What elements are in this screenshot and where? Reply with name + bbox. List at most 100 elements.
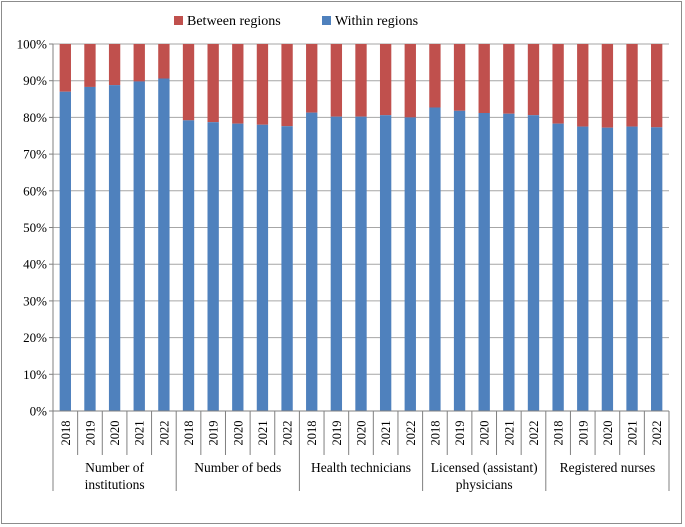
bar-between-regions (207, 44, 219, 123)
x-tick-label-year: 2022 (404, 421, 418, 446)
bar-between-regions (330, 44, 343, 117)
bar-between-regions (626, 44, 638, 127)
legend: Between regions Within regions (174, 14, 418, 29)
bar-between-regions (478, 44, 490, 113)
bar-within-regions (453, 110, 466, 411)
x-tick-label-year: 2021 (502, 421, 516, 446)
bar-within-regions (108, 85, 121, 411)
bar-between-regions (133, 44, 145, 82)
bar-within-regions (59, 91, 71, 412)
bar-between-regions (601, 44, 614, 128)
x-tick-label-year: 2021 (626, 421, 640, 446)
x-group-label: Number of beds (194, 460, 281, 475)
y-tick-label: 50% (23, 220, 47, 235)
bars (59, 44, 663, 412)
bar-within-regions (429, 107, 441, 411)
x-tick-label-year: 2022 (650, 421, 664, 446)
y-tick-label: 60% (23, 183, 47, 198)
bar-within-regions (601, 127, 614, 412)
bar-within-regions (232, 123, 244, 411)
bar-within-regions (404, 117, 416, 412)
legend-swatch-within (322, 16, 331, 25)
y-tick-label: 0% (30, 404, 48, 419)
x-tick-label-year: 2019 (576, 421, 590, 446)
bar-between-regions (232, 44, 244, 124)
bar-within-regions (355, 116, 367, 411)
legend-label-within: Within regions (335, 14, 418, 29)
x-tick-label-year: 2022 (281, 421, 295, 446)
y-tick-label: 40% (23, 257, 47, 272)
x-group-label: Number of (85, 460, 144, 475)
bar-within-regions (133, 81, 145, 412)
x-tick-label-year: 2019 (83, 421, 97, 446)
bar-between-regions (527, 44, 540, 116)
y-axis-ticks: 0% 10% 20% 30% 40% 50% 60% 70% 80% 90% 100% (17, 37, 54, 419)
bar-within-regions (281, 126, 293, 411)
bar-between-regions (651, 44, 663, 128)
legend-label-between: Between regions (187, 14, 281, 29)
legend-swatch-between (174, 16, 183, 25)
bar-within-regions (478, 112, 490, 411)
x-tick-label-year: 2020 (355, 421, 369, 446)
bar-within-regions (379, 115, 392, 411)
x-tick-label-year: 2021 (256, 421, 270, 446)
x-group-label: physicians (456, 477, 513, 492)
x-tick-label-year: 2022 (157, 421, 171, 446)
bar-within-regions (182, 120, 195, 411)
x-tick-label-year: 2019 (453, 421, 467, 446)
x-tick-label-year: 2018 (428, 421, 442, 446)
bar-within-regions (651, 127, 663, 412)
bar-between-regions (158, 44, 170, 79)
bar-between-regions (182, 44, 195, 121)
x-axis: 2018 2019 2020 2021 2022 Number of institution… (52, 410, 670, 492)
bar-between-regions (306, 44, 318, 113)
bar-within-regions (577, 126, 589, 411)
x-tick-label-year: 2020 (478, 421, 492, 446)
x-tick-label-year: 2021 (379, 421, 393, 446)
x-tick-label-year: 2022 (527, 421, 541, 446)
x-tick-label-year: 2020 (601, 421, 615, 446)
y-tick-label: 80% (23, 110, 47, 125)
bar-within-regions (330, 116, 343, 411)
x-group-label: Registered nurses (560, 460, 656, 475)
bar-between-regions (429, 44, 441, 108)
y-tick-label: 70% (23, 147, 47, 162)
bar-between-regions (552, 44, 564, 124)
y-tick-label: 90% (23, 73, 47, 88)
x-tick-label-year: 2019 (330, 421, 344, 446)
bar-within-regions (552, 123, 564, 411)
bar-within-regions (84, 86, 96, 412)
bar-between-regions (503, 44, 515, 114)
x-tick-label-year: 2018 (305, 421, 319, 446)
bar-within-regions (256, 124, 269, 412)
x-tick-label-year: 2018 (59, 421, 73, 446)
bar-between-regions (577, 44, 589, 127)
x-tick-label-year: 2020 (231, 421, 245, 446)
y-tick-label: 20% (23, 330, 47, 345)
bar-within-regions (306, 112, 318, 411)
bar-within-regions (207, 122, 219, 412)
y-tick-label: 30% (23, 293, 47, 308)
x-group-label: Licensed (assistant) (431, 460, 538, 475)
x-group-label: Health technicians (311, 460, 411, 475)
bar-within-regions (503, 113, 515, 411)
x-tick-label-year: 2018 (182, 421, 196, 446)
bar-between-regions (84, 44, 96, 87)
bar-between-regions (281, 44, 293, 127)
bar-between-regions (59, 44, 71, 92)
bar-between-regions (453, 44, 466, 111)
bar-between-regions (256, 44, 269, 125)
x-tick-label-year: 2020 (108, 421, 122, 446)
bar-within-regions (158, 78, 170, 412)
bar-between-regions (355, 44, 367, 117)
x-tick-label-year: 2019 (207, 421, 221, 446)
y-tick-label: 100% (17, 37, 48, 52)
bar-within-regions (626, 126, 638, 411)
y-tick-label: 10% (23, 367, 47, 382)
x-group-label: institutions (85, 477, 145, 492)
x-tick-label-year: 2018 (552, 421, 566, 446)
bar-within-regions (527, 115, 540, 411)
bar-between-regions (108, 44, 121, 86)
bar-between-regions (379, 44, 392, 116)
